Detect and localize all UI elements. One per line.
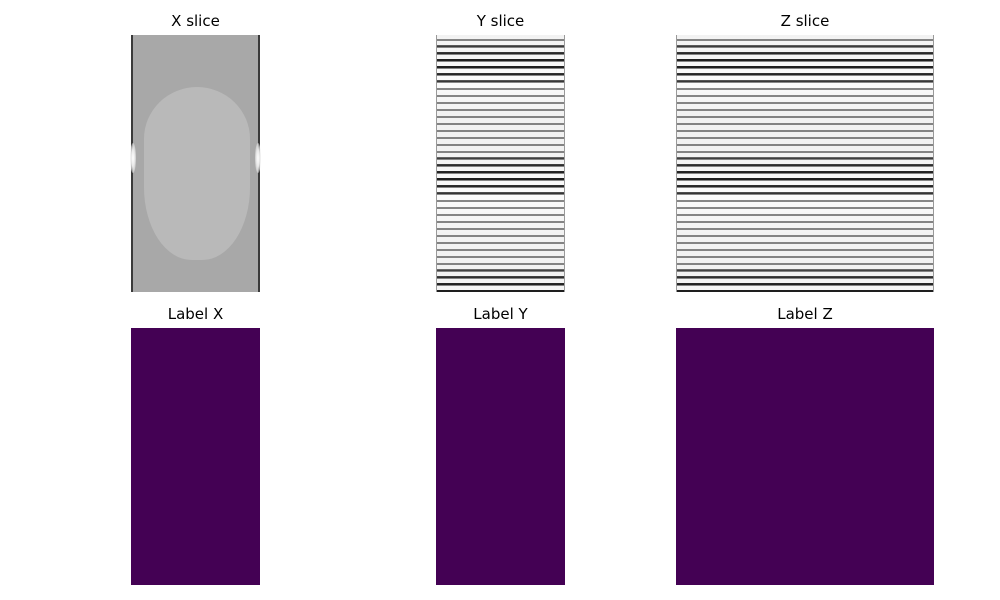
- stripe-line: [437, 192, 564, 194]
- stripe-line: [437, 59, 564, 61]
- label-x-image: [131, 328, 260, 585]
- stripe-line: [677, 269, 933, 271]
- y-slice-panel: Y slice: [436, 12, 565, 292]
- label-y-image: [436, 328, 565, 585]
- stripe-line: [677, 157, 933, 159]
- x-slice-panel: X slice: [130, 12, 261, 292]
- label-y-panel: Label Y: [436, 305, 565, 585]
- stripe-line: [437, 276, 564, 278]
- stripe-line: [437, 73, 564, 75]
- stripe-line: [677, 276, 933, 278]
- stripe-line: [437, 269, 564, 271]
- stripe-line: [437, 164, 564, 166]
- stripe-line: [677, 290, 933, 292]
- x-slice-title: X slice: [171, 12, 220, 30]
- stripe-line: [437, 290, 564, 292]
- stripe-line: [437, 178, 564, 180]
- stripe-line: [437, 66, 564, 68]
- stripe-line: [677, 66, 933, 68]
- stripe-line: [677, 164, 933, 166]
- stripe-line: [677, 192, 933, 194]
- label-x-title: Label X: [167, 305, 224, 323]
- stripe-line: [677, 283, 933, 285]
- x-slice-image: [130, 35, 261, 292]
- label-x-panel: Label X: [131, 305, 260, 585]
- label-z-panel: Label Z: [676, 305, 934, 585]
- x-slice-right-highlight: [255, 143, 261, 173]
- stripe-line: [437, 283, 564, 285]
- stripe-line: [437, 157, 564, 159]
- stripe-line: [677, 52, 933, 54]
- stripe-line: [437, 80, 564, 82]
- x-slice-left-highlight: [130, 143, 136, 173]
- stripe-line: [677, 171, 933, 173]
- stripe-line: [677, 80, 933, 82]
- label-y-title: Label Y: [473, 305, 528, 323]
- stripe-line: [437, 52, 564, 54]
- stripe-line: [437, 171, 564, 173]
- stripe-line: [677, 45, 933, 47]
- z-slice-title: Z slice: [780, 12, 830, 30]
- z-slice-panel: Z slice: [676, 12, 934, 292]
- stripe-line: [677, 185, 933, 187]
- y-slice-title: Y slice: [476, 12, 525, 30]
- y-slice-image: [436, 35, 565, 292]
- z-slice-image: [676, 35, 934, 292]
- stripe-line: [437, 45, 564, 47]
- stripe-line: [437, 185, 564, 187]
- stripe-line: [677, 178, 933, 180]
- label-z-title: Label Z: [777, 305, 833, 323]
- stripe-line: [677, 73, 933, 75]
- label-z-image: [676, 328, 934, 585]
- stripe-line: [677, 59, 933, 61]
- x-slice-blob: [144, 87, 250, 260]
